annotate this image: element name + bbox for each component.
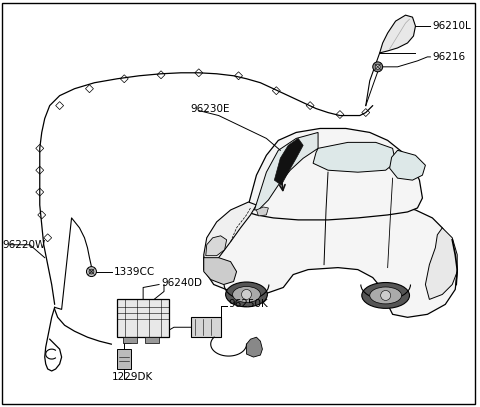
Polygon shape (206, 236, 227, 256)
Text: 96216: 96216 (432, 52, 466, 62)
Polygon shape (390, 150, 425, 180)
Ellipse shape (233, 287, 261, 302)
Polygon shape (275, 138, 303, 185)
Circle shape (375, 64, 380, 69)
Circle shape (86, 267, 96, 276)
Ellipse shape (362, 282, 409, 309)
FancyBboxPatch shape (117, 300, 169, 337)
Text: 96210L: 96210L (432, 21, 471, 31)
FancyBboxPatch shape (145, 337, 159, 343)
Circle shape (89, 269, 94, 274)
Ellipse shape (370, 287, 402, 304)
Polygon shape (247, 129, 422, 220)
Polygon shape (204, 202, 256, 268)
Ellipse shape (226, 282, 267, 307)
Polygon shape (247, 337, 263, 357)
FancyBboxPatch shape (117, 349, 131, 369)
Text: 96220W: 96220W (2, 240, 45, 250)
FancyBboxPatch shape (191, 317, 221, 337)
FancyBboxPatch shape (123, 337, 137, 343)
Text: 96230E: 96230E (191, 103, 230, 114)
Polygon shape (254, 132, 318, 210)
Text: 1339CC: 1339CC (114, 267, 156, 277)
Circle shape (381, 291, 391, 300)
Text: 96250K: 96250K (228, 300, 268, 309)
Polygon shape (204, 258, 237, 284)
Polygon shape (425, 228, 457, 300)
Text: 96240D: 96240D (161, 278, 202, 287)
Text: 1229DK: 1229DK (111, 372, 153, 382)
Polygon shape (204, 198, 457, 317)
Circle shape (373, 62, 383, 72)
Polygon shape (256, 207, 268, 216)
Circle shape (241, 289, 252, 300)
Polygon shape (380, 15, 416, 53)
Polygon shape (313, 142, 396, 172)
